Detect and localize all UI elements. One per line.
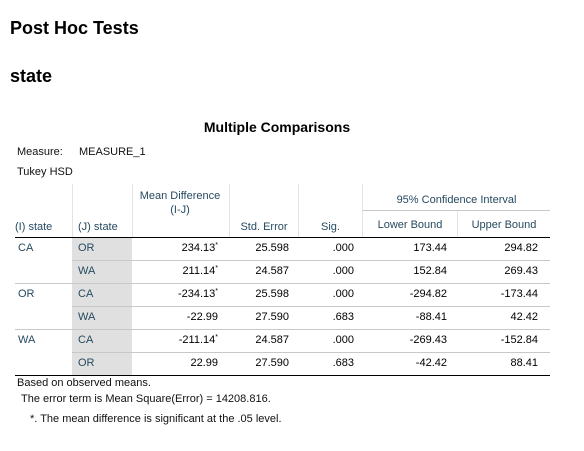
table-row: WA 211.14* 24.587 .000 152.84 269.43 (15, 260, 550, 283)
row-j-state: WA (78, 265, 96, 277)
lower-bound-cell: -269.43 (409, 334, 447, 346)
sig-cell: .683 (332, 357, 354, 369)
row-rule (72, 306, 550, 307)
row-rule (72, 352, 550, 353)
header-divider (298, 184, 299, 238)
col-header-lower: Lower Bound (377, 219, 443, 231)
lower-bound-cell: -294.82 (409, 288, 447, 300)
std-error-cell: 24.587 (255, 334, 289, 346)
header-divider (457, 210, 458, 238)
header-divider (229, 184, 230, 238)
upper-bound-cell: 269.43 (504, 265, 538, 277)
measure-line: Measure: MEASURE_1 (17, 146, 146, 158)
table-row: OR CA -234.13* 25.598 .000 -294.82 -173.… (15, 283, 550, 306)
sig-cell: .683 (332, 311, 354, 323)
col-header-j-state: (J) state (78, 221, 118, 233)
std-error-cell: 27.590 (255, 357, 289, 369)
page-title: Post Hoc Tests (10, 18, 139, 38)
mean-diff-value: -22.99 (186, 311, 218, 323)
upper-bound-cell: 294.82 (504, 242, 538, 254)
row-i-state: OR (18, 288, 35, 300)
footnote-significance: *. The mean difference is significant at… (30, 413, 282, 425)
table-row: OR 22.99 27.590 .683 -42.42 88.41 (15, 352, 550, 375)
method-label: Tukey HSD (17, 166, 73, 178)
measure-label: Measure: (17, 146, 63, 158)
footnote-based-on: Based on observed means. (17, 377, 151, 389)
mean-diff-value: -234.13 (177, 288, 216, 300)
header-divider (72, 184, 73, 238)
row-j-state: OR (78, 357, 95, 369)
std-error-cell: 24.587 (255, 265, 289, 277)
significance-marker: * (215, 265, 218, 272)
mean-diff-cell: 211.14* (133, 260, 218, 283)
std-error-cell: 25.598 (255, 242, 289, 254)
table-title: Multiple Comparisons (203, 119, 351, 135)
footnote-error-term: The error term is Mean Square(Error) = 1… (21, 393, 271, 405)
mean-diff-cell: 22.99 (133, 352, 218, 375)
upper-bound-cell: -173.44 (500, 288, 538, 300)
col-header-i-state: (I) state (15, 221, 53, 233)
row-j-state: OR (78, 242, 95, 254)
mean-diff-value: 22.99 (190, 357, 218, 369)
sig-cell: .000 (332, 288, 354, 300)
upper-bound-cell: -152.84 (500, 334, 538, 346)
lower-bound-cell: 152.84 (413, 265, 447, 277)
std-error-cell: 25.598 (255, 288, 289, 300)
header-rule (15, 237, 550, 238)
significance-marker: * (215, 288, 218, 295)
group-rule (15, 329, 550, 330)
measure-value: MEASURE_1 (79, 146, 146, 158)
lower-bound-cell: 173.44 (413, 242, 447, 254)
table-row: WA -22.99 27.590 .683 -88.41 42.42 (15, 306, 550, 329)
table-bottom-rule (15, 375, 550, 376)
upper-bound-cell: 42.42 (510, 311, 538, 323)
row-j-state: CA (78, 288, 94, 300)
sig-cell: .000 (332, 334, 354, 346)
mean-diff-cell: -211.14* (133, 329, 218, 352)
mean-diff-value: -211.14 (178, 334, 216, 346)
significance-marker: * (215, 334, 218, 341)
header-divider (132, 184, 133, 238)
col-header-upper: Upper Bound (471, 219, 537, 231)
mean-diff-cell: 234.13* (133, 237, 218, 260)
sig-cell: .000 (332, 242, 354, 254)
std-error-cell: 27.590 (255, 311, 289, 323)
upper-bound-cell: 88.41 (510, 357, 538, 369)
significance-marker: * (215, 242, 218, 249)
mean-diff-value: 211.14 (182, 265, 216, 277)
col-header-std-error: Std. Error (240, 221, 288, 233)
table-row: CA OR 234.13* 25.598 .000 173.44 294.82 (15, 237, 550, 260)
lower-bound-cell: -88.41 (415, 311, 447, 323)
table-row: WA CA -211.14* 24.587 .000 -269.43 -152.… (15, 329, 550, 352)
lower-bound-cell: -42.42 (415, 357, 447, 369)
row-j-state: CA (78, 334, 94, 346)
group-rule (15, 283, 550, 284)
row-j-state: WA (78, 311, 96, 323)
col-header-ci: 95% Confidence Interval (396, 194, 517, 206)
section-title: state (10, 66, 53, 86)
mean-diff-cell: -22.99 (133, 306, 218, 329)
ci-group-rule (363, 210, 550, 211)
mean-diff-value: 234.13 (181, 242, 216, 254)
row-rule (72, 260, 550, 261)
sig-cell: .000 (332, 265, 354, 277)
header-divider (362, 184, 363, 238)
col-header-sig: Sig. (321, 221, 340, 233)
mean-diff-cell: -234.13* (133, 283, 218, 306)
row-i-state: CA (18, 242, 34, 254)
col-header-mean-diff: Mean Difference (I-J) (139, 190, 221, 216)
row-i-state: WA (18, 334, 36, 346)
